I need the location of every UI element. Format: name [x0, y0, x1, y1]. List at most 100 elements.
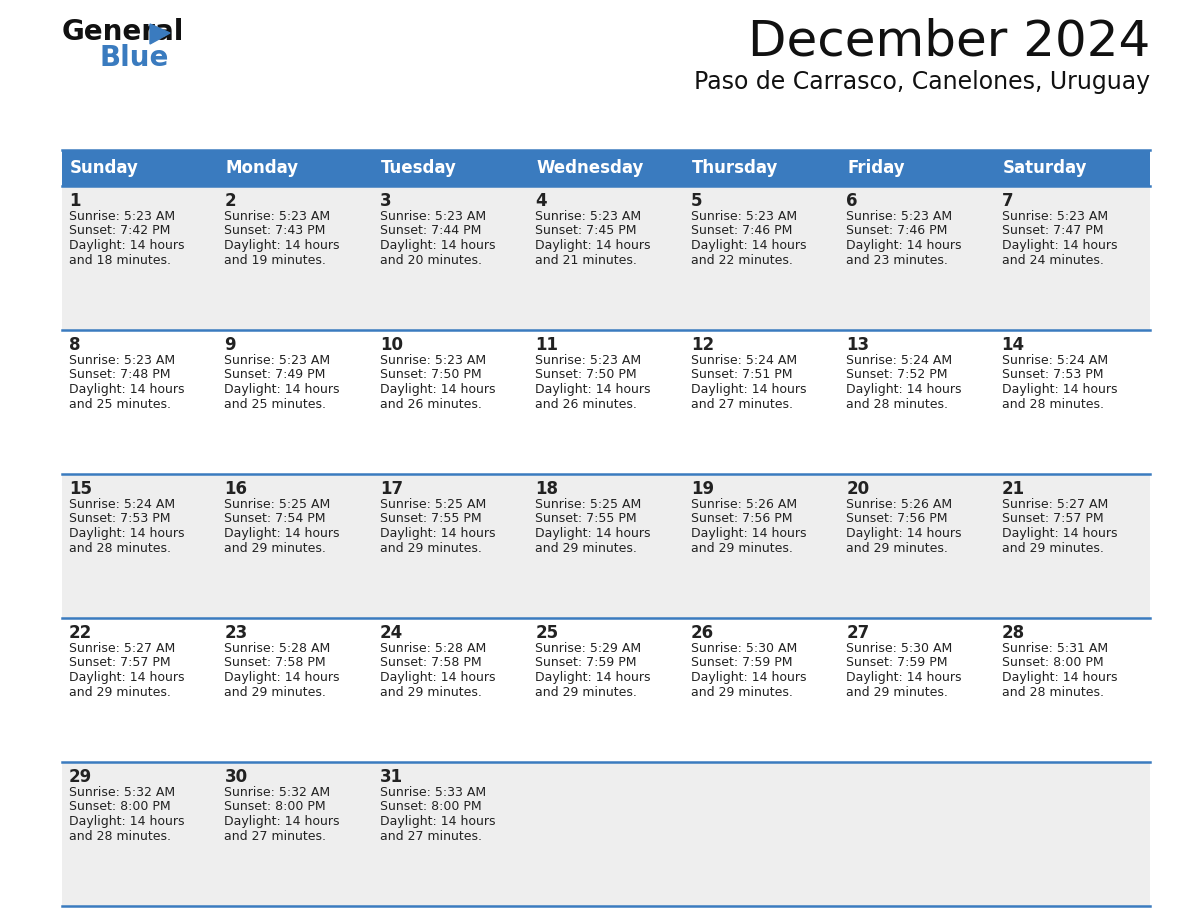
Bar	[373, 474, 529, 618]
Text: Sunrise: 5:32 AM: Sunrise: 5:32 AM	[69, 786, 175, 799]
Text: Sunset: 7:57 PM: Sunset: 7:57 PM	[69, 656, 171, 669]
Text: Sunset: 7:55 PM: Sunset: 7:55 PM	[380, 512, 481, 525]
Text: Sunset: 7:59 PM: Sunset: 7:59 PM	[690, 656, 792, 669]
Text: Daylight: 14 hours: Daylight: 14 hours	[69, 239, 184, 252]
Text: Daylight: 14 hours: Daylight: 14 hours	[380, 671, 495, 684]
Text: Sunset: 7:46 PM: Sunset: 7:46 PM	[846, 225, 948, 238]
Bar	[217, 186, 373, 330]
Text: and 28 minutes.: and 28 minutes.	[1001, 397, 1104, 410]
Text: Sunset: 7:59 PM: Sunset: 7:59 PM	[846, 656, 948, 669]
Text: Sunrise: 5:33 AM: Sunrise: 5:33 AM	[380, 786, 486, 799]
Text: and 29 minutes.: and 29 minutes.	[846, 686, 948, 699]
Bar	[217, 762, 373, 906]
Text: 1: 1	[69, 192, 81, 210]
Text: 26: 26	[690, 624, 714, 642]
Text: and 29 minutes.: and 29 minutes.	[225, 686, 327, 699]
Text: Sunrise: 5:26 AM: Sunrise: 5:26 AM	[690, 498, 797, 511]
Text: and 28 minutes.: and 28 minutes.	[1001, 686, 1104, 699]
Text: and 29 minutes.: and 29 minutes.	[380, 686, 481, 699]
Bar	[217, 474, 373, 618]
Text: Sunset: 7:55 PM: Sunset: 7:55 PM	[536, 512, 637, 525]
Text: 29: 29	[69, 768, 93, 786]
Text: Daylight: 14 hours: Daylight: 14 hours	[1001, 671, 1117, 684]
Bar	[373, 330, 529, 474]
Text: and 28 minutes.: and 28 minutes.	[846, 397, 948, 410]
Text: Daylight: 14 hours: Daylight: 14 hours	[225, 383, 340, 396]
Bar	[839, 762, 994, 906]
Text: 6: 6	[846, 192, 858, 210]
Bar	[684, 762, 839, 906]
Text: Sunset: 7:59 PM: Sunset: 7:59 PM	[536, 656, 637, 669]
Text: and 29 minutes.: and 29 minutes.	[536, 686, 637, 699]
Text: Sunset: 8:00 PM: Sunset: 8:00 PM	[380, 800, 481, 813]
Text: Daylight: 14 hours: Daylight: 14 hours	[225, 239, 340, 252]
Text: 21: 21	[1001, 480, 1025, 498]
Text: Sunrise: 5:23 AM: Sunrise: 5:23 AM	[69, 210, 175, 223]
Bar	[994, 186, 1150, 330]
Text: Sunset: 8:00 PM: Sunset: 8:00 PM	[69, 800, 171, 813]
Text: 12: 12	[690, 336, 714, 354]
Text: Daylight: 14 hours: Daylight: 14 hours	[846, 383, 961, 396]
Bar	[373, 762, 529, 906]
Text: Sunset: 7:48 PM: Sunset: 7:48 PM	[69, 368, 171, 382]
Text: 22: 22	[69, 624, 93, 642]
Text: Sunset: 7:53 PM: Sunset: 7:53 PM	[1001, 368, 1104, 382]
Text: Daylight: 14 hours: Daylight: 14 hours	[846, 527, 961, 540]
Text: and 29 minutes.: and 29 minutes.	[1001, 542, 1104, 554]
Text: Sunrise: 5:23 AM: Sunrise: 5:23 AM	[536, 354, 642, 367]
Text: and 29 minutes.: and 29 minutes.	[846, 542, 948, 554]
Text: and 29 minutes.: and 29 minutes.	[536, 542, 637, 554]
Bar	[684, 474, 839, 618]
Text: 3: 3	[380, 192, 392, 210]
Text: Wednesday: Wednesday	[536, 159, 644, 177]
Text: 11: 11	[536, 336, 558, 354]
Bar	[529, 186, 684, 330]
Text: Sunrise: 5:30 AM: Sunrise: 5:30 AM	[690, 642, 797, 655]
Text: Sunset: 8:00 PM: Sunset: 8:00 PM	[1001, 656, 1104, 669]
Text: Sunrise: 5:27 AM: Sunrise: 5:27 AM	[1001, 498, 1108, 511]
Text: Sunrise: 5:30 AM: Sunrise: 5:30 AM	[846, 642, 953, 655]
Text: Sunrise: 5:23 AM: Sunrise: 5:23 AM	[380, 210, 486, 223]
Text: 7: 7	[1001, 192, 1013, 210]
Text: and 28 minutes.: and 28 minutes.	[69, 542, 171, 554]
Text: Sunset: 7:54 PM: Sunset: 7:54 PM	[225, 512, 326, 525]
Text: 15: 15	[69, 480, 91, 498]
Text: Sunset: 7:56 PM: Sunset: 7:56 PM	[846, 512, 948, 525]
Text: Sunrise: 5:23 AM: Sunrise: 5:23 AM	[536, 210, 642, 223]
Text: Daylight: 14 hours: Daylight: 14 hours	[690, 239, 807, 252]
Text: and 26 minutes.: and 26 minutes.	[536, 397, 637, 410]
Text: Sunrise: 5:24 AM: Sunrise: 5:24 AM	[690, 354, 797, 367]
Text: Daylight: 14 hours: Daylight: 14 hours	[536, 527, 651, 540]
Text: and 29 minutes.: and 29 minutes.	[69, 686, 171, 699]
Text: Sunset: 7:57 PM: Sunset: 7:57 PM	[1001, 512, 1104, 525]
Text: Sunrise: 5:28 AM: Sunrise: 5:28 AM	[225, 642, 330, 655]
Text: Sunrise: 5:31 AM: Sunrise: 5:31 AM	[1001, 642, 1107, 655]
Bar	[62, 150, 1150, 186]
Text: Daylight: 14 hours: Daylight: 14 hours	[690, 527, 807, 540]
Bar	[373, 186, 529, 330]
Text: and 25 minutes.: and 25 minutes.	[69, 397, 171, 410]
Bar	[994, 762, 1150, 906]
Text: Blue: Blue	[100, 44, 170, 72]
Text: Sunrise: 5:32 AM: Sunrise: 5:32 AM	[225, 786, 330, 799]
Text: 28: 28	[1001, 624, 1025, 642]
Text: 17: 17	[380, 480, 403, 498]
Text: 10: 10	[380, 336, 403, 354]
Bar	[684, 618, 839, 762]
Text: and 28 minutes.: and 28 minutes.	[69, 830, 171, 843]
Text: Daylight: 14 hours: Daylight: 14 hours	[69, 671, 184, 684]
Text: Sunset: 7:52 PM: Sunset: 7:52 PM	[846, 368, 948, 382]
Text: Sunrise: 5:29 AM: Sunrise: 5:29 AM	[536, 642, 642, 655]
Text: 9: 9	[225, 336, 236, 354]
Text: Daylight: 14 hours: Daylight: 14 hours	[536, 239, 651, 252]
Text: 19: 19	[690, 480, 714, 498]
Text: Sunset: 7:51 PM: Sunset: 7:51 PM	[690, 368, 792, 382]
Text: Daylight: 14 hours: Daylight: 14 hours	[1001, 383, 1117, 396]
Bar	[994, 474, 1150, 618]
Bar	[62, 474, 217, 618]
Text: 14: 14	[1001, 336, 1025, 354]
Bar	[217, 330, 373, 474]
Text: 16: 16	[225, 480, 247, 498]
Bar	[62, 762, 217, 906]
Text: Sunrise: 5:25 AM: Sunrise: 5:25 AM	[225, 498, 330, 511]
